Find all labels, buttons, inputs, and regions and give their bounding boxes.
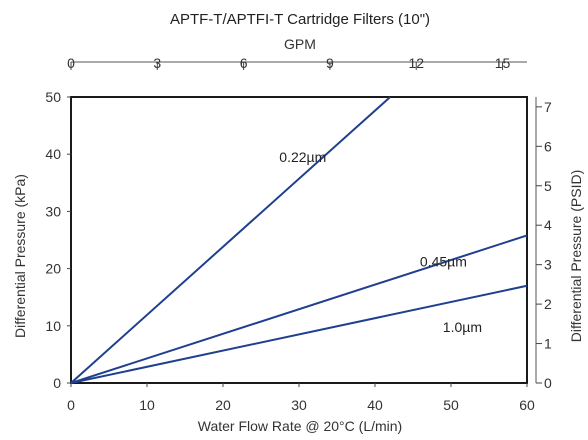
series-label-1: 0.22µm <box>279 149 326 165</box>
y2-tick-label: 7 <box>544 99 552 115</box>
x2-tick-label: 9 <box>326 55 334 71</box>
series-line-1 <box>70 96 391 384</box>
right-axis-label: Differential Pressure (PSID) <box>568 170 584 342</box>
y2-tick-label: 0 <box>544 375 552 391</box>
x-tick-label: 40 <box>367 397 383 413</box>
y2-tick-label: 1 <box>544 336 552 352</box>
x-axis-label: Water Flow Rate @ 20°C (L/min) <box>198 418 402 434</box>
x2-tick-label: 15 <box>495 55 511 71</box>
y-tick-label: 20 <box>45 261 61 277</box>
x2-tick-label: 12 <box>408 55 424 71</box>
y-tick-label: 30 <box>45 203 61 219</box>
y2-tick-label: 2 <box>544 296 552 312</box>
top-axis-label: GPM <box>284 36 316 52</box>
x-tick-label: 10 <box>139 397 155 413</box>
x-tick-label: 0 <box>67 397 75 413</box>
y-tick-label: 40 <box>45 146 61 162</box>
series-label-3: 1.0µm <box>443 319 482 335</box>
y-axis-label: Differential Pressure (kPa) <box>12 174 28 338</box>
plot-frame <box>70 96 528 384</box>
y2-tick-label: 6 <box>544 138 552 154</box>
x-tick-label: 50 <box>443 397 459 413</box>
chart-title: APTF-T/APTFI-T Cartridge Filters (10") <box>170 11 430 28</box>
x2-tick-label: 6 <box>240 55 248 71</box>
x2-tick-label: 3 <box>153 55 161 71</box>
y2-tick-label: 4 <box>544 217 552 233</box>
series-label-2: 0.45µm <box>420 254 467 270</box>
x2-tick-label: 0 <box>67 55 75 71</box>
x-tick-label: 30 <box>291 397 307 413</box>
y-tick-label: 50 <box>45 89 61 105</box>
y-tick-label: 0 <box>53 375 61 391</box>
y-tick-label: 10 <box>45 318 61 334</box>
x-tick-label: 60 <box>519 397 535 413</box>
series-line-2 <box>70 234 528 384</box>
y2-tick-label: 5 <box>544 178 552 194</box>
x-tick-label: 20 <box>215 397 231 413</box>
y2-tick-label: 3 <box>544 257 552 273</box>
series-line-3 <box>70 284 528 384</box>
